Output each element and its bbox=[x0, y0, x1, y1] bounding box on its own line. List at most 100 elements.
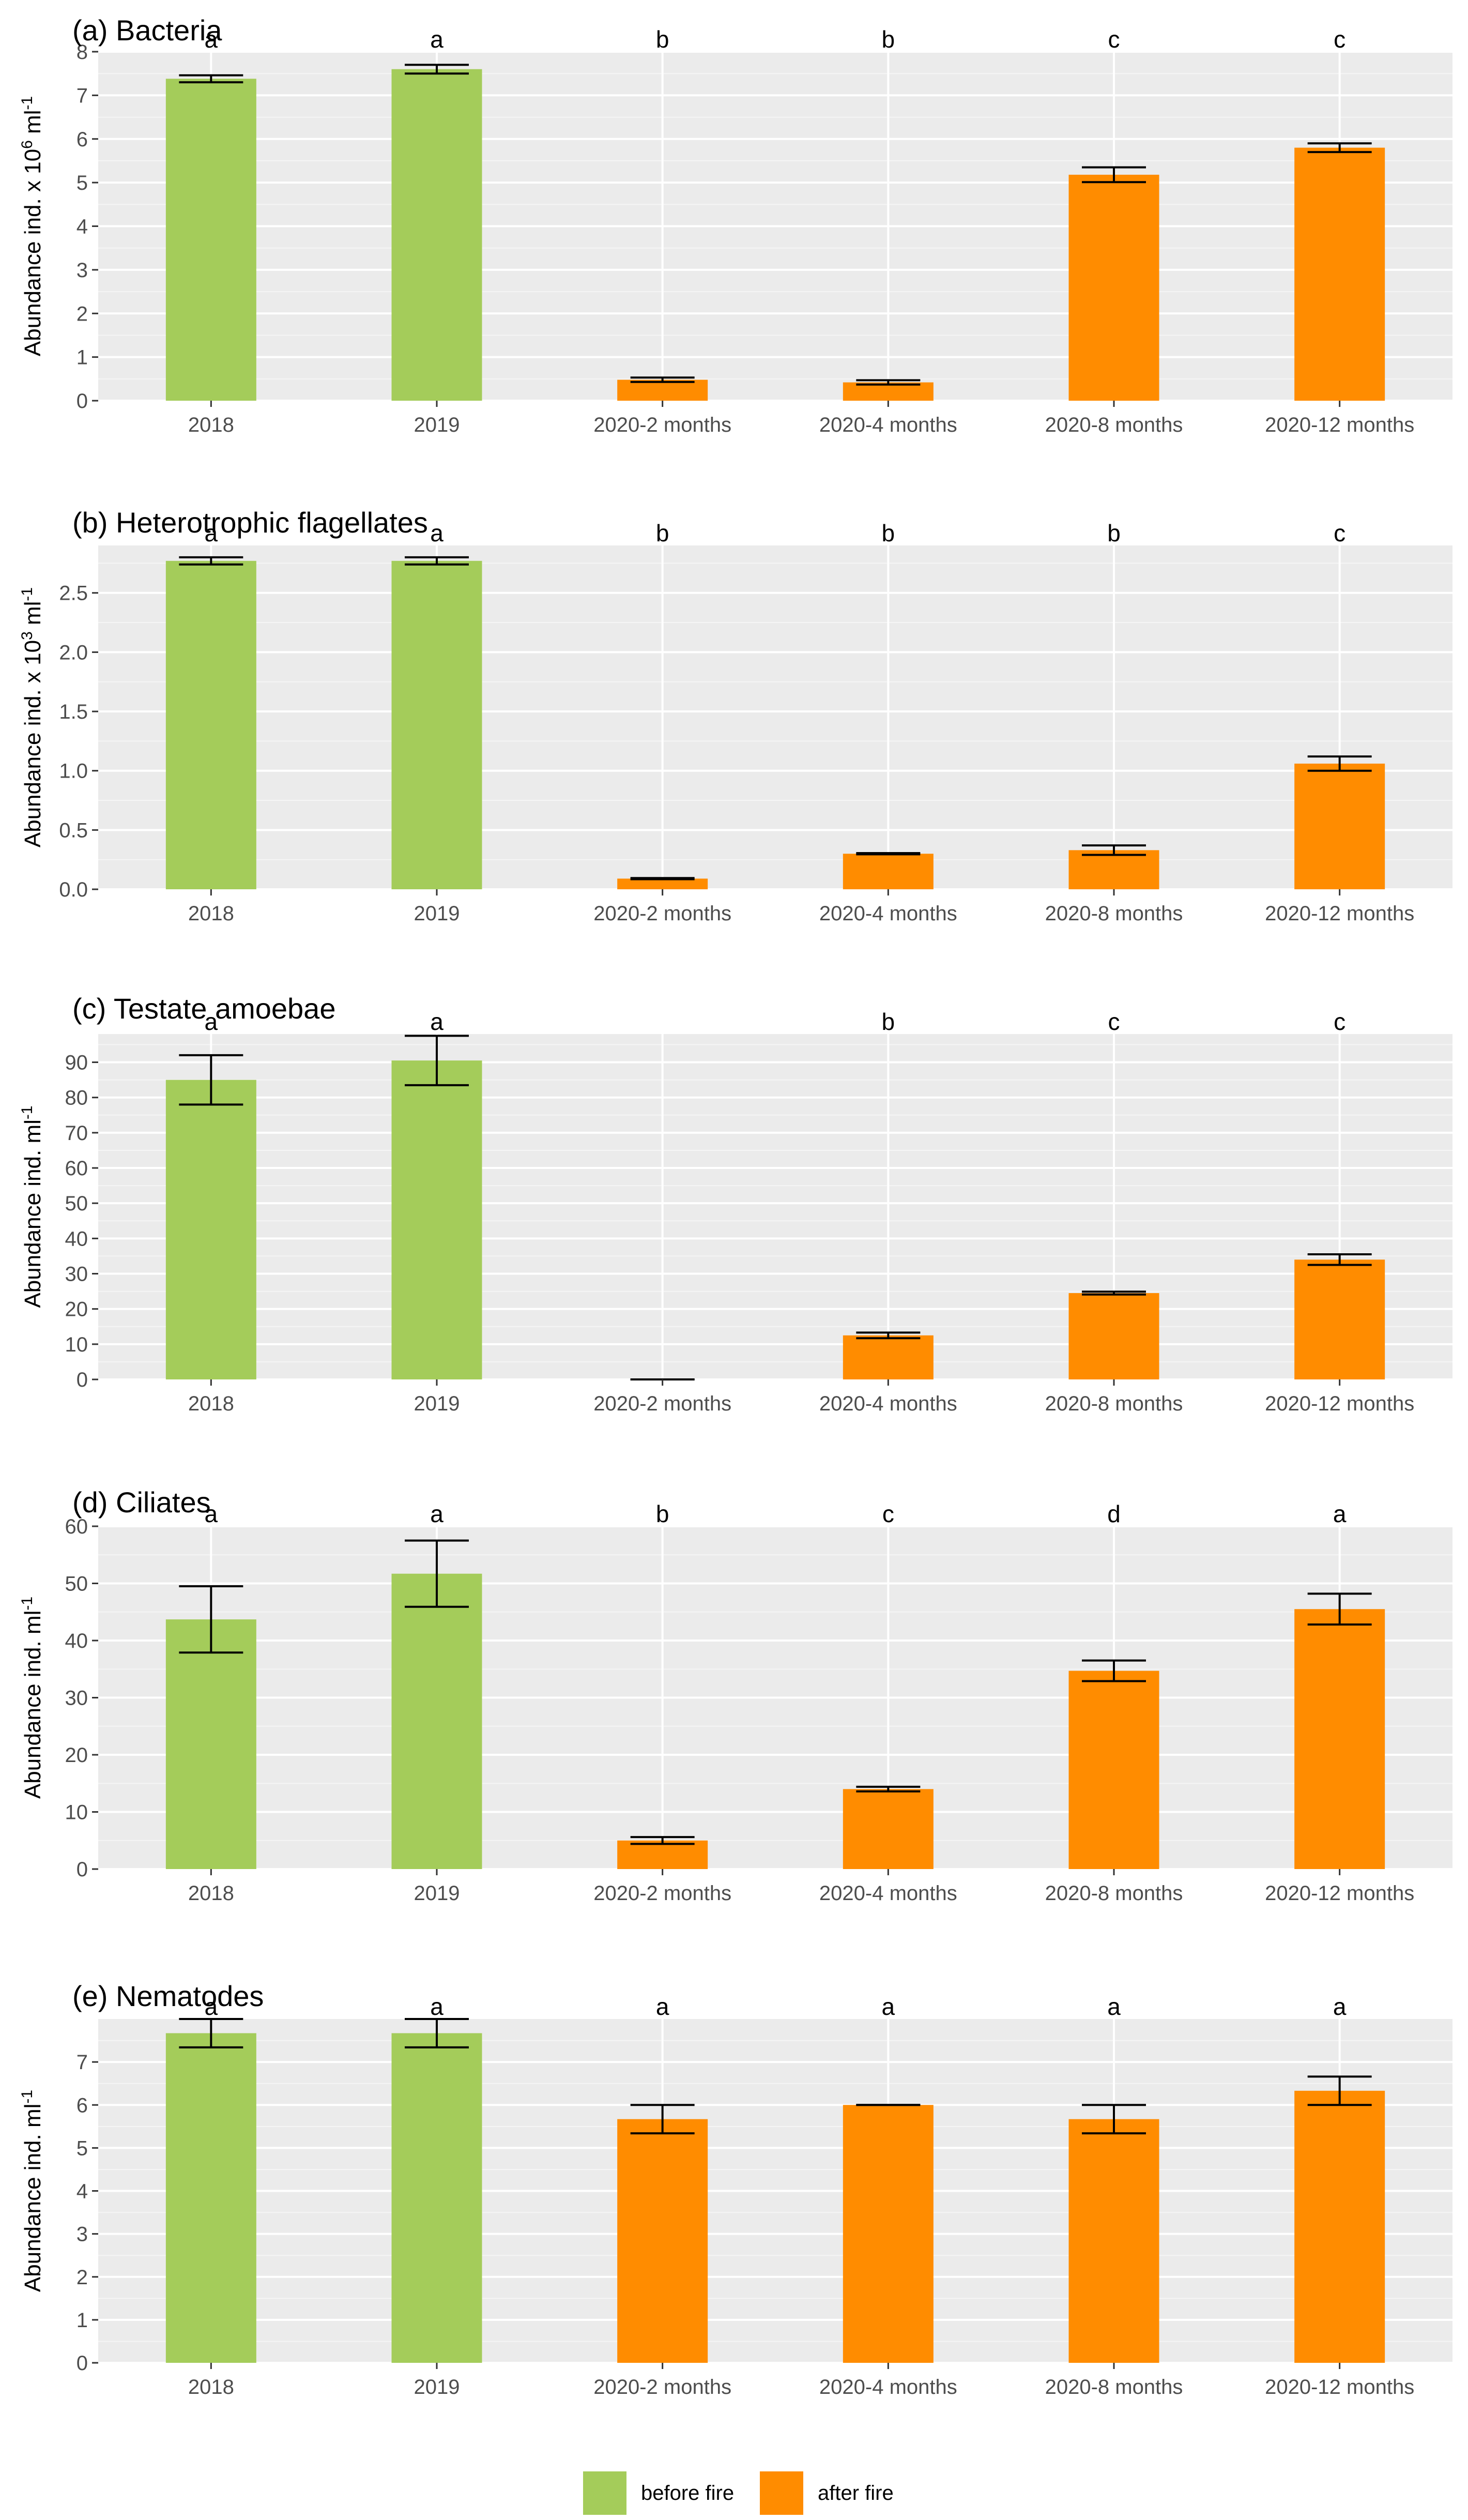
x-tick-label: 2020-4 months bbox=[819, 414, 957, 436]
x-tick-label: 2018 bbox=[188, 1882, 234, 1905]
legend-before-fire-key bbox=[583, 2471, 626, 2515]
significance-letter: a bbox=[882, 1993, 895, 2020]
y-tick-label: 0 bbox=[77, 2352, 88, 2375]
x-tick-label: 2020-8 months bbox=[1045, 414, 1183, 436]
x-tick-label: 2019 bbox=[414, 1392, 460, 1415]
significance-letter: a bbox=[430, 1993, 444, 2020]
error-bar bbox=[179, 1585, 243, 1654]
x-tick-label: 2020-12 months bbox=[1265, 902, 1414, 925]
bar-2020-8-months bbox=[1068, 1671, 1159, 1869]
bar-2020-2-months bbox=[617, 1840, 708, 1869]
chart-panel-5: 0 1 2 3 4 5 6 7 a 2018 a 2019 a 2020-2 months a 2020-4 … bbox=[19, 1980, 1452, 2398]
error-bar bbox=[1082, 844, 1146, 856]
y-tick-label: 30 bbox=[65, 1687, 88, 1710]
significance-letter: a bbox=[205, 26, 218, 53]
significance-letter: c bbox=[1334, 520, 1345, 546]
significance-letter: b bbox=[882, 520, 895, 546]
bar-2018 bbox=[165, 1080, 256, 1379]
y-tick-label: 60 bbox=[65, 1515, 88, 1538]
significance-letter: a bbox=[205, 1008, 218, 1035]
x-tick-label: 2018 bbox=[188, 414, 234, 436]
y-tick-label: 10 bbox=[65, 1333, 88, 1356]
chart-panels: 0 1 2 3 4 5 6 7 8 a 2018 a 2019 b 2020-2 months b 2020-4… bbox=[19, 14, 1452, 2398]
significance-letter: a bbox=[205, 1500, 218, 1527]
chart-panel-1: 0 1 2 3 4 5 6 7 8 a 2018 a 2019 b 2020-2 months b 2020-4… bbox=[19, 14, 1452, 436]
significance-letter: a bbox=[205, 1993, 218, 2020]
significance-letter: b bbox=[1107, 520, 1121, 546]
significance-letter: a bbox=[430, 1500, 444, 1527]
significance-letter: a bbox=[1107, 1993, 1121, 2020]
bar-2018 bbox=[165, 560, 256, 889]
x-tick-label: 2019 bbox=[414, 902, 460, 925]
error-bar bbox=[630, 1836, 695, 1845]
error-bar bbox=[405, 2018, 469, 2048]
y-tick-label: 20 bbox=[65, 1298, 88, 1321]
legend-after-fire-label: after fire bbox=[818, 2482, 894, 2504]
error-bar bbox=[856, 1331, 921, 1340]
x-tick-label: 2020-12 months bbox=[1265, 2376, 1414, 2398]
bar-2020-12-months bbox=[1294, 1259, 1385, 1379]
y-tick-label: 2.0 bbox=[59, 641, 88, 664]
significance-letter: a bbox=[430, 520, 444, 546]
chart-panel-3: 0 10 20 30 40 50 60 70 80 90 a 2018 a 2019 2020-2 mont… bbox=[19, 992, 1452, 1415]
x-tick-label: 2020-4 months bbox=[819, 1882, 957, 1905]
bar-2020-12-months bbox=[1294, 1609, 1385, 1869]
y-tick-label: 0 bbox=[77, 390, 88, 413]
x-tick-label: 2020-2 months bbox=[593, 1882, 731, 1905]
x-tick-label: 2019 bbox=[414, 1882, 460, 1905]
y-tick-label: 4 bbox=[77, 216, 88, 238]
y-tick-label: 80 bbox=[65, 1087, 88, 1110]
significance-letter: b bbox=[656, 1500, 669, 1527]
x-tick-label: 2018 bbox=[188, 2376, 234, 2398]
y-tick-label: 2 bbox=[77, 302, 88, 325]
chart-panel-4: 0 10 20 30 40 50 60 a 2018 a 2019 b 2020-2 months c 20… bbox=[19, 1486, 1452, 1905]
error-bar bbox=[179, 2018, 243, 2048]
x-tick-label: 2020-4 months bbox=[819, 2376, 957, 2398]
chart-panel-2: 0.0 0.5 1.0 1.5 2.0 2.5 a 2018 a 2019 b 2020-2 mont… bbox=[19, 506, 1452, 925]
x-tick-label: 2020-2 months bbox=[593, 1392, 731, 1415]
significance-letter: a bbox=[656, 1993, 669, 2020]
x-tick-label: 2020-8 months bbox=[1045, 1882, 1183, 1905]
x-tick-label: 2020-4 months bbox=[819, 902, 957, 925]
bar-2020-8-months bbox=[1068, 174, 1159, 401]
error-bar bbox=[856, 1785, 921, 1793]
bar-2020-2-months bbox=[617, 379, 708, 401]
y-tick-label: 0.0 bbox=[59, 878, 88, 901]
plot-background bbox=[98, 545, 1452, 889]
error-bar bbox=[405, 1035, 469, 1086]
panel-title: (d) Ciliates bbox=[72, 1486, 211, 1519]
y-axis-label: Abundance ind. x 103 ml-1 bbox=[19, 587, 46, 847]
panel-title: (c) Testate amoebae bbox=[72, 992, 335, 1025]
plot-background bbox=[98, 1034, 1452, 1379]
y-tick-label: 0 bbox=[77, 1858, 88, 1881]
error-bar bbox=[179, 556, 243, 566]
significance-letter: c bbox=[882, 1500, 894, 1527]
significance-letter: c bbox=[1334, 26, 1345, 53]
y-tick-label: 5 bbox=[77, 172, 88, 194]
error-bar bbox=[856, 379, 921, 386]
y-tick-label: 50 bbox=[65, 1573, 88, 1596]
x-tick-label: 2018 bbox=[188, 1392, 234, 1415]
error-bar bbox=[856, 852, 921, 856]
bar-2020-2-months bbox=[617, 2119, 708, 2363]
bar-2020-8-months bbox=[1068, 850, 1159, 889]
y-tick-label: 50 bbox=[65, 1192, 88, 1215]
panel-title: (a) Bacteria bbox=[72, 14, 222, 47]
significance-letter: c bbox=[1108, 1008, 1120, 1035]
y-tick-label: 70 bbox=[65, 1122, 88, 1145]
x-tick-label: 2020-4 months bbox=[819, 1392, 957, 1415]
y-tick-label: 0.5 bbox=[59, 819, 88, 842]
legend: before fire after fire bbox=[583, 2471, 894, 2515]
x-tick-label: 2020-2 months bbox=[593, 902, 731, 925]
y-tick-label: 4 bbox=[77, 2180, 88, 2203]
bar-2020-4-months bbox=[843, 2105, 934, 2363]
y-tick-label: 30 bbox=[65, 1263, 88, 1286]
significance-letter: b bbox=[882, 1008, 895, 1035]
x-tick-label: 2019 bbox=[414, 414, 460, 436]
y-tick-label: 90 bbox=[65, 1052, 88, 1074]
x-tick-label: 2020-12 months bbox=[1265, 1882, 1414, 1905]
x-tick-label: 2020-12 months bbox=[1265, 1392, 1414, 1415]
bar-2020-2-months bbox=[617, 878, 708, 889]
significance-letter: a bbox=[205, 520, 218, 546]
